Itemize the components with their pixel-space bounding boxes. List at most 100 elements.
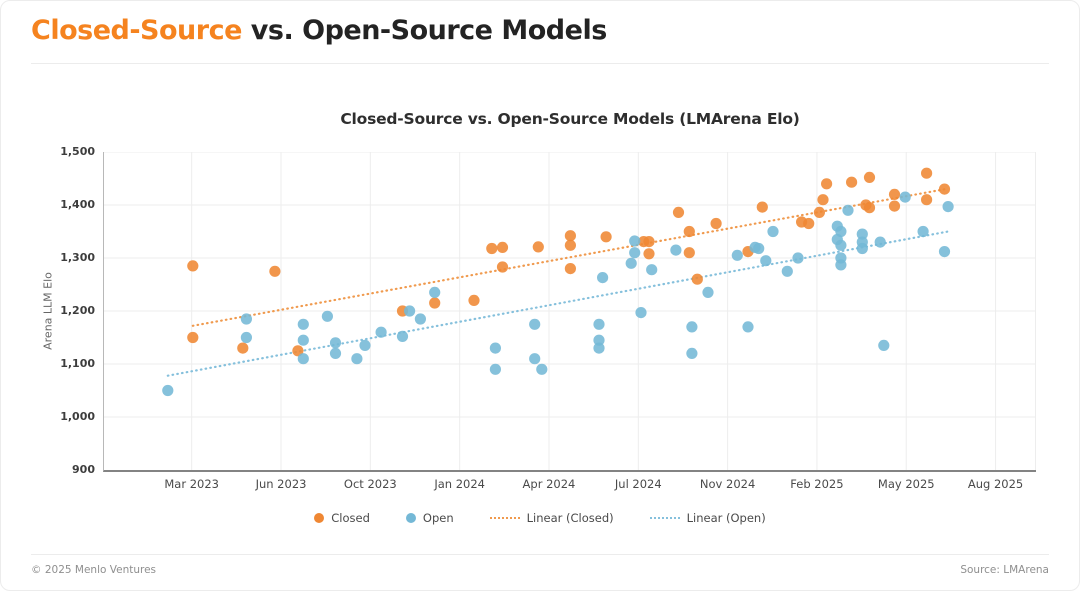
data-point-open	[297, 334, 309, 346]
footer-source: Source: LMArena	[960, 564, 1049, 576]
data-point-closed	[237, 342, 249, 354]
data-point-closed	[496, 241, 509, 253]
data-point-open	[753, 242, 765, 255]
data-point-open	[329, 337, 342, 349]
footer-copyright: © 2025 Menlo Ventures	[31, 564, 157, 576]
data-point-open	[429, 286, 441, 298]
x-tick-label: May 2025	[877, 477, 935, 491]
data-point-open	[414, 313, 426, 325]
data-point-open	[629, 235, 641, 247]
data-point-closed	[710, 217, 722, 230]
x-tick-label: Aug 2025	[967, 477, 1024, 491]
legend-item-open: Open	[405, 511, 454, 525]
scatter-plot	[104, 152, 1036, 470]
data-point-open	[351, 353, 363, 365]
data-point-closed	[643, 248, 655, 260]
x-tick-label: Jun 2023	[255, 477, 307, 491]
y-tick-label: 1,300	[60, 251, 95, 264]
data-point-open	[731, 249, 743, 261]
data-point-closed	[187, 260, 199, 272]
data-point-closed	[187, 331, 199, 344]
page-title-highlight: Closed-Source	[31, 15, 242, 46]
data-point-closed	[803, 217, 815, 230]
data-point-closed	[496, 261, 509, 273]
data-point-closed	[817, 194, 829, 206]
trend-line-swatch	[649, 517, 680, 519]
footer-divider	[31, 554, 1049, 555]
data-point-open	[938, 246, 951, 258]
data-point-open	[792, 252, 804, 264]
chart-title: Closed-Source vs. Open-Source Models (LM…	[340, 110, 800, 128]
data-point-open	[917, 225, 929, 238]
data-point-open	[856, 228, 868, 240]
data-point-open	[489, 342, 501, 354]
data-point-closed	[292, 345, 304, 357]
legend-label: Open	[422, 511, 454, 525]
data-point-open	[874, 236, 886, 248]
data-point-closed	[683, 247, 695, 259]
data-point-open	[536, 363, 548, 375]
page-title: Closed-Source vs. Open-Source Models	[31, 15, 607, 46]
data-point-open	[842, 204, 854, 216]
data-point-closed	[821, 178, 833, 190]
data-point-closed	[269, 265, 281, 277]
data-point-open	[240, 313, 252, 325]
data-point-open	[404, 305, 416, 317]
page-title-rest: vs. Open-Source Models	[241, 15, 607, 46]
data-point-open	[625, 257, 637, 269]
legend-item-linear-open-: Linear (Open)	[649, 511, 766, 525]
trendline-linear-closed-	[191, 187, 950, 327]
data-point-open	[686, 347, 698, 359]
data-point-open	[593, 334, 605, 346]
x-tick-label: Feb 2025	[790, 477, 844, 491]
data-point-open	[240, 331, 252, 344]
data-point-closed	[921, 194, 933, 206]
data-point-closed	[888, 200, 901, 212]
data-point-closed	[863, 171, 876, 183]
data-point-closed	[683, 225, 695, 238]
data-point-closed	[486, 242, 498, 255]
data-point-open	[646, 264, 658, 276]
data-point-open	[297, 353, 309, 365]
closed-dot-swatch	[314, 513, 325, 523]
data-point-closed	[600, 231, 612, 243]
y-tick-label: 1,400	[60, 198, 95, 211]
data-point-open	[529, 353, 541, 365]
data-point-open	[767, 225, 779, 238]
data-point-open	[529, 318, 541, 330]
data-point-closed	[863, 202, 876, 214]
data-point-open	[593, 342, 605, 354]
legend-item-linear-closed-: Linear (Closed)	[489, 511, 614, 525]
data-point-open	[359, 339, 371, 351]
data-point-closed	[846, 176, 858, 188]
data-point-open	[878, 339, 890, 351]
data-point-open	[635, 307, 647, 319]
data-point-open	[899, 191, 911, 203]
data-point-closed	[672, 206, 685, 218]
y-tick-label: 1,500	[60, 145, 95, 158]
data-point-open	[597, 272, 609, 284]
footer: © 2025 Menlo Ventures Source: LMArena	[31, 564, 1049, 576]
x-tick-label: Jan 2024	[434, 477, 485, 491]
data-point-open	[856, 242, 868, 255]
data-point-open	[742, 321, 754, 333]
data-point-closed	[921, 167, 933, 179]
data-point-open	[686, 321, 698, 333]
trend-line-swatch	[489, 517, 520, 519]
data-point-closed	[532, 241, 544, 253]
data-point-open	[396, 330, 409, 342]
data-point-open	[375, 326, 387, 338]
y-tick-label: 1,000	[60, 410, 95, 423]
open-dot-swatch	[405, 513, 416, 523]
data-point-open	[321, 310, 333, 322]
data-point-closed	[888, 188, 901, 200]
data-point-open	[781, 265, 793, 277]
data-point-closed	[429, 297, 441, 309]
legend-item-closed: Closed	[314, 511, 370, 525]
legend-label: Closed	[331, 511, 370, 525]
data-point-open	[162, 384, 174, 397]
data-point-open	[593, 318, 605, 330]
data-point-open	[835, 259, 847, 271]
data-point-open	[760, 255, 772, 267]
